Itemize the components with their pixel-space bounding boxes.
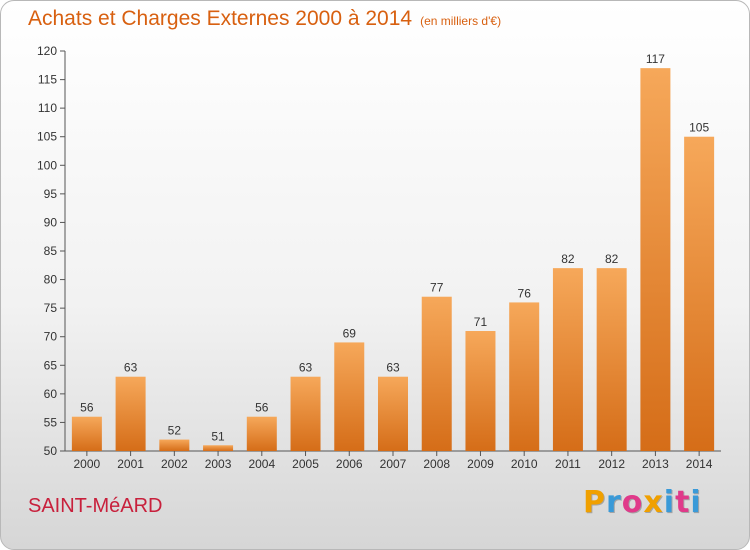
- logo-letter: t: [675, 485, 691, 520]
- y-tick-label: 85: [44, 244, 58, 258]
- bar-value-label: 77: [430, 281, 444, 295]
- y-tick-label: 70: [44, 330, 58, 344]
- bar-2014: [684, 136, 715, 451]
- y-tick-label: 105: [37, 130, 57, 144]
- x-tick-label: 2003: [205, 457, 232, 471]
- x-tick-label: 2009: [467, 457, 494, 471]
- y-tick-label: 110: [38, 101, 57, 115]
- bar-2004: [246, 416, 277, 451]
- bar-value-label: 71: [474, 315, 488, 329]
- bar-2007: [378, 376, 408, 451]
- bar-2006: [334, 342, 365, 451]
- bar-2001: [115, 376, 146, 451]
- bar-value-label: 56: [80, 401, 94, 415]
- x-tick-label: 2007: [380, 457, 407, 471]
- x-tick-label: 2010: [511, 457, 538, 471]
- y-tick-label: 60: [44, 387, 58, 401]
- bar-value-label: 105: [689, 121, 709, 135]
- bar-2003: [203, 445, 234, 451]
- chart-unit: (en milliers d'€): [420, 14, 502, 28]
- x-tick-label: 2001: [117, 457, 144, 471]
- logo-letter: r: [606, 485, 622, 520]
- x-axis: 2000 2001 2002 2003 2004 2005 2006 2007 2008 2009…: [65, 450, 721, 471]
- bar-2013: [640, 68, 671, 452]
- x-tick-label: 2008: [423, 457, 450, 471]
- x-tick-label: 2005: [292, 457, 319, 471]
- y-tick-label: 90: [44, 215, 58, 229]
- bar-2005: [290, 376, 321, 451]
- proxiti-logo: Proxiti: [583, 485, 702, 520]
- bar-value-label: 69: [343, 326, 357, 340]
- y-tick-label: 75: [44, 301, 58, 315]
- bar-value-label: 76: [518, 286, 532, 300]
- bar-value-label: 82: [605, 252, 619, 266]
- bar-2009: [465, 331, 496, 451]
- bar-value-label: 63: [299, 361, 313, 375]
- y-tick-label: 95: [44, 187, 58, 201]
- y-tick-label: 115: [38, 73, 57, 87]
- y-axis: 50 55 60 65 70 75 80 85 90 95 100 105 110 115 120: [37, 44, 66, 458]
- logo-letter: x: [643, 485, 664, 520]
- x-tick-label: 2014: [686, 457, 713, 471]
- bar-2012: [596, 268, 627, 451]
- y-tick-label: 65: [44, 358, 58, 372]
- bar-value-label: 117: [646, 52, 665, 66]
- bar-2008: [421, 296, 452, 451]
- logo-letter: i: [690, 485, 702, 520]
- x-tick-label: 2000: [74, 457, 101, 471]
- bar-value-label: 82: [561, 252, 575, 266]
- bar-2011: [552, 268, 583, 451]
- logo-letter: P: [583, 485, 606, 520]
- bar-value-label: 52: [168, 424, 182, 438]
- x-tick-label: 2004: [248, 457, 275, 471]
- bar-value-label: 63: [124, 361, 138, 375]
- x-tick-label: 2006: [336, 457, 363, 471]
- x-tick-label: 2012: [598, 457, 625, 471]
- bar-2002: [159, 439, 190, 451]
- y-tick-label: 55: [44, 415, 58, 429]
- x-tick-label: 2002: [161, 457, 188, 471]
- y-tick-label: 80: [44, 273, 58, 287]
- commune-name: SAINT-MéARD: [28, 495, 163, 517]
- x-tick-label: 2011: [555, 457, 581, 471]
- y-tick-label: 50: [44, 444, 58, 458]
- y-tick-label: 120: [37, 44, 57, 58]
- x-tick-label: 2013: [642, 457, 669, 471]
- chart-title-text: Achats et Charges Externes 2000 à 2014: [28, 7, 413, 30]
- bar-2000: [71, 416, 102, 451]
- bar-value-label: 51: [211, 429, 225, 443]
- y-tick-label: 100: [37, 158, 57, 172]
- logo-letter: o: [621, 485, 644, 520]
- bars: 56 63 52 51 56 63 69 63 77 71 76 82 82 117 105: [71, 52, 715, 452]
- bar-value-label: 63: [386, 361, 400, 375]
- bar-2010: [509, 302, 540, 451]
- logo-letter: i: [663, 485, 676, 520]
- bar-value-label: 56: [255, 401, 269, 415]
- chart-title: Achats et Charges Externes 2000 à 2014 (e…: [28, 7, 501, 31]
